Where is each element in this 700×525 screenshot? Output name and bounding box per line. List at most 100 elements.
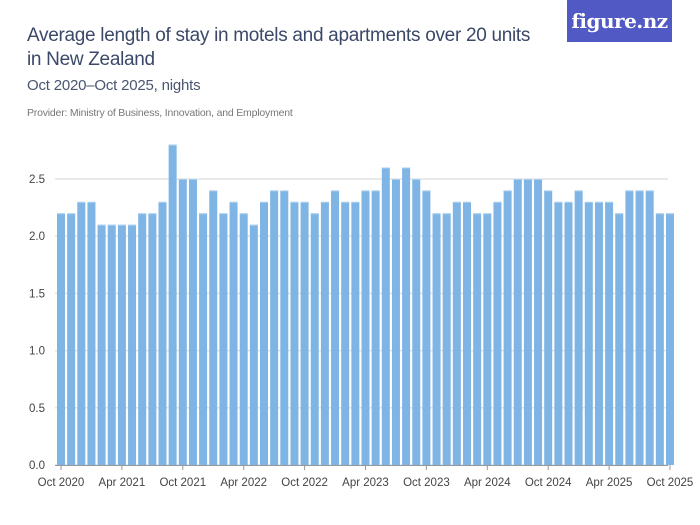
bar	[229, 201, 238, 465]
bar-top-edge	[412, 179, 421, 180]
bar	[77, 201, 86, 465]
figure-nz-logo[interactable]: figure.nz	[567, 0, 672, 42]
bar-top-edge	[523, 179, 532, 180]
bar-top-edge	[117, 224, 126, 226]
logo-text: figure.nz	[571, 9, 668, 33]
bar	[310, 213, 319, 465]
bar	[594, 201, 603, 465]
bar-top-edge	[128, 224, 137, 226]
bar-top-edge	[188, 179, 197, 180]
bar	[655, 213, 664, 465]
y-tick-label: 1.5	[29, 288, 45, 300]
bar	[158, 201, 167, 465]
bar-top-edge	[463, 201, 471, 203]
bar-top-edge	[381, 167, 390, 169]
bar	[300, 201, 309, 465]
bar-top-edge	[402, 167, 411, 169]
bar	[503, 190, 512, 465]
bar-top-edge	[605, 201, 614, 203]
bar-top-edge	[229, 201, 238, 203]
y-tick-label: 0.5	[29, 403, 45, 415]
bar-top-edge	[655, 213, 664, 215]
bar	[574, 190, 583, 465]
bar-top-edge	[391, 179, 400, 180]
bar-top-edge	[493, 201, 502, 203]
bar-top-edge	[422, 190, 431, 192]
bar	[584, 201, 593, 465]
bar	[513, 179, 522, 465]
bar	[168, 144, 177, 465]
bar	[239, 213, 248, 465]
bar-top-edge	[239, 213, 248, 215]
bar	[523, 179, 532, 465]
bar	[645, 190, 654, 465]
bar	[432, 213, 441, 465]
bar-top-edge	[351, 201, 360, 203]
bar	[67, 213, 76, 465]
bar-top-edge	[178, 179, 187, 180]
bar	[57, 213, 65, 465]
bar-top-edge	[87, 201, 96, 203]
provider-text: Provider: Ministry of Business, Innovati…	[27, 107, 293, 119]
y-tick-label: 2.5	[29, 174, 45, 186]
bar	[452, 201, 461, 465]
bar-top-edge	[584, 201, 593, 203]
bar-top-edge	[280, 190, 289, 192]
bar	[554, 201, 563, 465]
bar	[219, 213, 228, 465]
bar-top-edge	[371, 190, 380, 192]
bar-top-edge	[199, 213, 208, 215]
bar	[534, 179, 543, 465]
bar-top-edge	[594, 201, 603, 203]
bar-top-edge	[57, 213, 65, 215]
bar-top-edge	[260, 201, 268, 203]
bar	[280, 190, 289, 465]
bar-top-edge	[300, 201, 309, 203]
bar-top-edge	[361, 190, 370, 192]
x-tick-label: Apr 2023	[342, 477, 389, 489]
bar-top-edge	[77, 201, 86, 203]
bar	[138, 213, 147, 465]
bar-top-edge	[138, 213, 147, 215]
bar	[290, 201, 299, 465]
bar	[402, 167, 411, 465]
bar	[666, 213, 674, 465]
bar-top-edge	[554, 201, 563, 203]
bar-top-edge	[503, 190, 512, 192]
bar-top-edge	[97, 224, 106, 226]
bar	[625, 190, 634, 465]
bar	[260, 201, 268, 465]
bar-top-edge	[452, 201, 461, 203]
bar	[605, 201, 614, 465]
bar-top-edge	[483, 213, 492, 215]
bar-top-edge	[625, 190, 634, 192]
bar	[97, 224, 106, 465]
bar-top-edge	[473, 213, 482, 215]
bar-top-edge	[331, 190, 340, 192]
x-tick-label: Oct 2025	[647, 477, 694, 489]
bar	[381, 167, 390, 465]
bar	[615, 213, 624, 465]
bar	[270, 190, 279, 465]
y-tick-label: 2.0	[29, 231, 45, 243]
bar	[87, 201, 96, 465]
x-tick-label: Oct 2024	[525, 477, 572, 489]
bar	[412, 179, 421, 465]
bar	[473, 213, 482, 465]
bar-top-edge	[270, 190, 279, 192]
bar	[442, 213, 451, 465]
bar-top-edge	[158, 201, 167, 203]
bar	[544, 190, 553, 465]
chart-subtitle: Oct 2020–Oct 2025, nights	[27, 77, 201, 94]
x-tick-label: Oct 2022	[281, 477, 328, 489]
bar-top-edge	[168, 144, 177, 146]
bar-top-edge	[148, 213, 157, 215]
bar	[117, 224, 126, 465]
bar-top-edge	[666, 213, 674, 215]
bar-top-edge	[219, 213, 228, 215]
bar	[128, 224, 137, 465]
chart-title: Average length of stay in motels and apa…	[27, 25, 531, 70]
bar-top-edge	[107, 224, 116, 226]
bar-top-edge	[209, 190, 218, 192]
